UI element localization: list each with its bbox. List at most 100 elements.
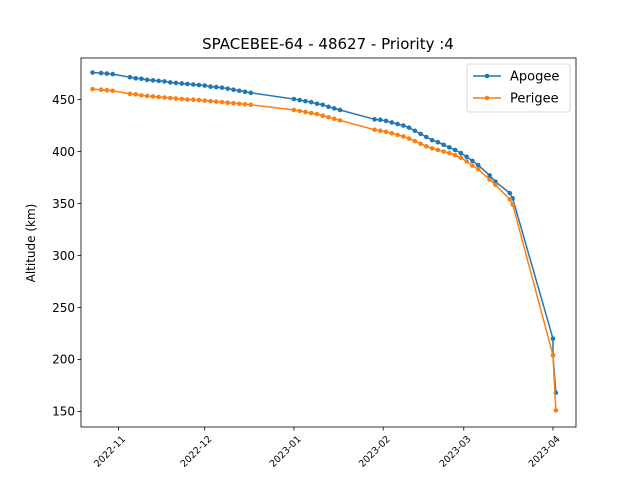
apogee-point [372, 117, 377, 122]
apogee-point [173, 80, 179, 86]
perigee-point [389, 131, 395, 136]
perigee-point [378, 128, 383, 134]
chart-title: SPACEBEE-64 - 48627 - Priority :4 [202, 35, 454, 53]
apogee-point [231, 87, 236, 92]
perigee-point [225, 100, 231, 105]
apogee-point [452, 147, 458, 153]
y-tick-label: 250 [52, 301, 75, 315]
apogee-point [401, 123, 406, 128]
series-layer [90, 70, 559, 413]
perigee-point [144, 93, 150, 99]
perigee-point [110, 88, 115, 94]
axes-frame [80, 57, 577, 428]
perigee-point [90, 86, 95, 92]
apogee-point [378, 117, 383, 123]
perigee-point [139, 93, 144, 98]
apogee-point [435, 139, 441, 145]
apogee-point [464, 154, 469, 160]
apogee-point [104, 71, 110, 76]
apogee-point [550, 336, 556, 341]
apogee-point [213, 84, 219, 90]
perigee-point [372, 127, 377, 133]
perigee-point [208, 98, 213, 104]
apogee-point [190, 82, 196, 87]
perigee-point [308, 110, 314, 116]
apogee-point [383, 118, 389, 124]
perigee-point [213, 99, 219, 104]
apogee-point [202, 83, 208, 88]
apogee-point [447, 145, 452, 150]
perigee-point [162, 95, 167, 100]
perigee-point [452, 152, 458, 158]
apogee-point [291, 96, 297, 102]
apogee-point [331, 106, 337, 111]
perigee-point [435, 147, 441, 153]
perigee-point [291, 107, 297, 113]
perigee-point [510, 202, 515, 207]
apogee-point [179, 81, 185, 86]
perigee-point [507, 197, 513, 202]
perigee-point [314, 111, 320, 117]
y-tick-label: 450 [52, 93, 75, 107]
apogee-point [156, 78, 161, 84]
perigee-point [150, 94, 156, 99]
perigee-point [190, 97, 196, 102]
legend-perigee-label: Perigee [510, 92, 559, 107]
perigee-point [395, 132, 400, 138]
perigee-point [303, 109, 308, 115]
apogee-point [127, 74, 133, 80]
perigee-point [331, 116, 337, 122]
perigee-point [458, 155, 464, 161]
perigee-point [447, 150, 452, 156]
perigee-point [196, 97, 202, 103]
apogee-point [219, 85, 225, 90]
perigee-point [297, 108, 303, 114]
apogee-point [110, 71, 115, 77]
y-axis-label: Altitude (km) [24, 204, 38, 283]
apogee-point [167, 80, 173, 85]
apogee-point [507, 190, 513, 196]
apogee-point [308, 99, 314, 105]
perigee-point [553, 408, 559, 413]
legend-apogee-label: Apogee [510, 70, 559, 85]
perigee-point [470, 163, 475, 168]
apogee-point [90, 70, 95, 75]
perigee-point [429, 146, 435, 151]
apogee-point [395, 121, 400, 127]
perigee-point [242, 101, 248, 107]
perigee-point [487, 177, 492, 182]
y-tick-label: 350 [52, 197, 75, 211]
perigee-point [104, 87, 110, 93]
apogee-point [196, 82, 202, 88]
perigee-point [179, 96, 185, 102]
perigee-point [236, 101, 242, 107]
perigee-point [337, 118, 343, 123]
apogee-point [208, 84, 213, 89]
perigee-point [475, 166, 481, 172]
perigee-point [320, 113, 326, 118]
apogee-point [475, 162, 481, 168]
apogee-point [303, 98, 308, 104]
perigee-point [401, 134, 406, 139]
y-tick-label: 400 [52, 145, 75, 159]
perigee-point [248, 102, 254, 108]
apogee-point [242, 89, 248, 95]
perigee-point [383, 129, 389, 135]
apogee-point [326, 104, 331, 110]
perigee-point [326, 114, 331, 120]
apogee-point [406, 125, 412, 130]
perigee-point [550, 352, 556, 358]
apogee-point [441, 142, 446, 148]
perigee-point [173, 96, 179, 101]
y-tick-label: 300 [52, 249, 75, 263]
apogee-point [424, 134, 429, 140]
legend: Apogee Perigee [466, 63, 571, 113]
apogee-point [297, 97, 303, 103]
apogee-point [162, 79, 167, 84]
y-tick-label: 200 [52, 353, 75, 367]
perigee-point [418, 141, 423, 147]
apogee-point [150, 78, 156, 83]
apogee-point [314, 101, 320, 107]
perigee-point [231, 100, 236, 106]
